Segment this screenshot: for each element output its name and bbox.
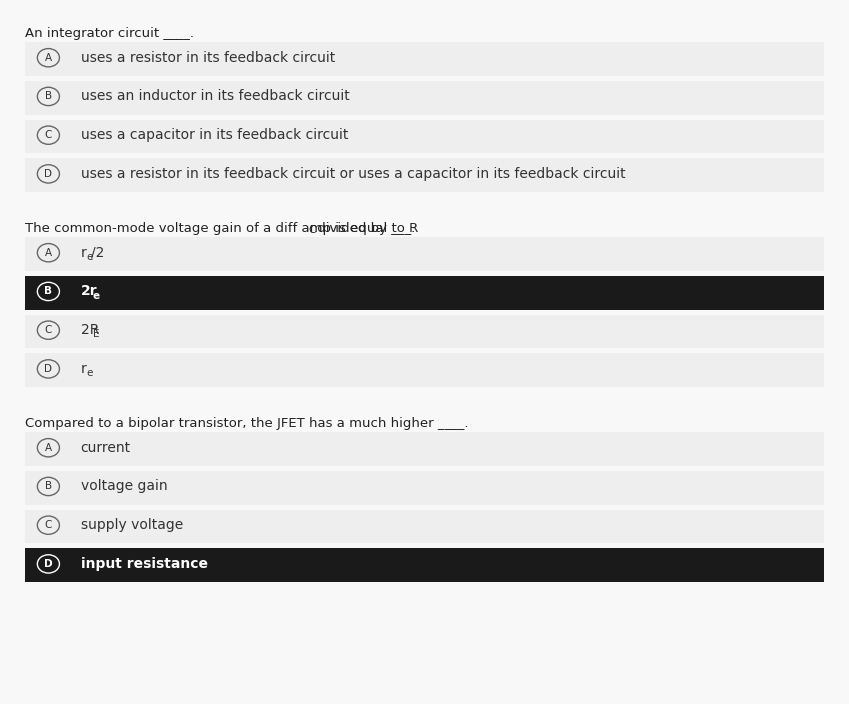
- Text: uses an inductor in its feedback circuit: uses an inductor in its feedback circuit: [81, 89, 350, 103]
- FancyBboxPatch shape: [25, 42, 824, 76]
- Text: D: D: [44, 169, 53, 179]
- Text: r: r: [81, 362, 87, 376]
- Text: C: C: [45, 520, 52, 530]
- Text: E: E: [93, 329, 99, 339]
- FancyBboxPatch shape: [25, 120, 824, 153]
- Text: current: current: [81, 441, 131, 455]
- FancyBboxPatch shape: [25, 510, 824, 543]
- Text: A: A: [45, 53, 52, 63]
- FancyBboxPatch shape: [25, 81, 824, 115]
- Text: supply voltage: supply voltage: [81, 518, 183, 532]
- Text: C: C: [45, 325, 52, 335]
- FancyBboxPatch shape: [25, 276, 824, 310]
- Circle shape: [37, 555, 59, 573]
- Text: uses a capacitor in its feedback circuit: uses a capacitor in its feedback circuit: [81, 128, 348, 142]
- FancyBboxPatch shape: [25, 237, 824, 271]
- Text: Compared to a bipolar transistor, the JFET has a much higher ____.: Compared to a bipolar transistor, the JF…: [25, 417, 469, 429]
- FancyBboxPatch shape: [25, 353, 824, 387]
- FancyBboxPatch shape: [25, 158, 824, 192]
- Text: B: B: [45, 92, 52, 101]
- Text: r: r: [81, 246, 87, 260]
- Text: divided by ___.: divided by ___.: [312, 222, 415, 234]
- Text: input resistance: input resistance: [81, 557, 208, 571]
- FancyBboxPatch shape: [25, 471, 824, 505]
- Text: C: C: [308, 225, 316, 235]
- Text: B: B: [45, 482, 52, 491]
- Text: e: e: [93, 291, 99, 301]
- Text: A: A: [45, 248, 52, 258]
- Text: B: B: [44, 287, 53, 296]
- FancyBboxPatch shape: [25, 432, 824, 466]
- Text: 2R: 2R: [81, 323, 99, 337]
- Text: 2r: 2r: [81, 284, 98, 298]
- Text: C: C: [45, 130, 52, 140]
- Text: D: D: [44, 364, 53, 374]
- Text: D: D: [44, 559, 53, 569]
- Text: voltage gain: voltage gain: [81, 479, 167, 494]
- Text: e: e: [87, 368, 93, 378]
- Text: An integrator circuit ____.: An integrator circuit ____.: [25, 27, 194, 39]
- Text: /2: /2: [91, 246, 104, 260]
- Text: uses a resistor in its feedback circuit: uses a resistor in its feedback circuit: [81, 51, 335, 65]
- Text: uses a resistor in its feedback circuit or uses a capacitor in its feedback circ: uses a resistor in its feedback circuit …: [81, 167, 625, 181]
- FancyBboxPatch shape: [25, 315, 824, 348]
- FancyBboxPatch shape: [25, 548, 824, 582]
- Text: A: A: [45, 443, 52, 453]
- Text: e: e: [87, 252, 93, 262]
- Circle shape: [37, 282, 59, 301]
- Text: The common-mode voltage gain of a diff amp is equal to R: The common-mode voltage gain of a diff a…: [25, 222, 419, 234]
